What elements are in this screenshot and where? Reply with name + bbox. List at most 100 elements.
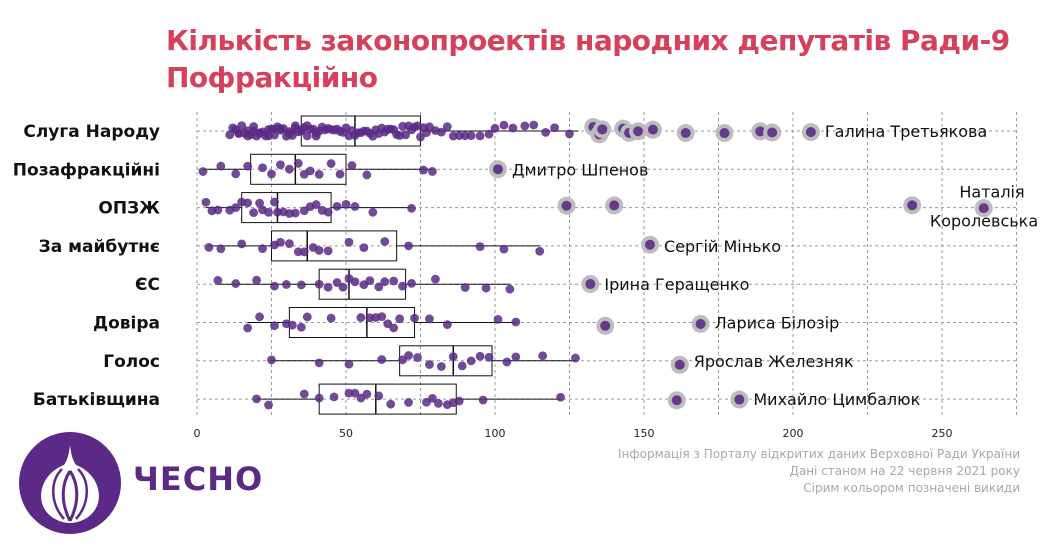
label-layer: 0 50 100 150 200 250 Слуга Народу Галина Третья… [13,122,1038,440]
data-point [466,131,476,141]
outlier-annotation: Ірина Геращенко [604,275,749,294]
data-point [344,359,354,369]
data-point [413,353,422,362]
category-label: Слуга Народу [23,122,160,142]
data-point [231,279,241,288]
data-point [350,388,360,398]
data-point [252,394,261,404]
data-point [377,355,387,364]
data-point [433,398,443,408]
category-label: ОПЗЖ [98,199,160,219]
category-label: За майбутнє [39,237,160,257]
outlier-annotation: Дмитро Шпенов [512,160,648,179]
data-point [225,130,235,140]
data-point [484,352,494,362]
data-point [231,203,241,212]
data-point [428,393,437,403]
data-point [326,159,336,168]
data-point [428,167,437,176]
garlic-icon [19,432,121,534]
data-point [237,121,247,131]
data-point [535,246,545,256]
caption-line-date: Дані станом на 22 червня 2021 року [789,464,1020,478]
data-point [460,283,470,292]
data-point [368,207,378,217]
data-point [296,280,306,290]
data-point [571,353,580,363]
box-iqr [241,192,332,224]
outlier-point [805,127,816,138]
data-point [249,208,259,218]
data-point [502,357,512,367]
data-point [511,317,521,327]
outlier-point [671,395,682,406]
data-point [323,282,333,292]
data-point [425,314,434,324]
data-point [252,275,261,285]
data-point [448,352,458,362]
outlier-point [609,200,620,211]
data-point [314,245,324,255]
data-point [404,351,413,360]
data-point [213,205,223,215]
data-point [541,128,551,137]
data-point [267,355,276,365]
brand-name: ЧЕСНО [133,460,264,498]
data-point [284,239,294,249]
data-point [436,362,446,371]
x-tick-label: 200 [783,427,804,440]
data-point [255,198,264,208]
data-point [326,313,336,323]
data-point [466,356,476,366]
chart-title-line-2: Пофракційно [166,61,378,94]
outlier-point [734,394,745,405]
x-tick-label: 100 [485,427,506,440]
category-label: Позафракційні [13,160,160,180]
outlier-annotation: Наталія [959,183,1024,202]
data-point [314,358,324,368]
outlier-point [585,279,596,290]
data-point [311,200,321,209]
data-point [398,281,408,291]
data-point [401,130,410,140]
data-point [287,320,297,330]
outlier-annotation: Галина Третьякова [825,122,987,141]
data-point [293,158,303,168]
data-point [341,200,351,209]
data-point [270,197,279,207]
data-point [374,282,384,292]
outlier-point [719,128,730,139]
data-point [475,351,485,361]
data-point [264,400,273,410]
x-tick-label: 250 [932,427,953,440]
data-point [258,244,267,254]
data-point [243,161,253,171]
data-point [276,237,285,247]
data-point [431,274,440,284]
data-point [213,276,223,285]
data-point [270,321,279,331]
data-point [478,395,488,405]
data-point [436,127,446,137]
data-point [538,351,548,361]
data-point [425,360,434,369]
outlier-point [695,318,706,329]
data-point [475,131,485,141]
outlier-point [755,126,766,137]
data-point [282,280,291,289]
data-point [323,207,333,217]
x-tick-label: 50 [339,427,353,440]
category-label: ЄС [135,275,160,295]
caption-line-source: Інформація з Порталу відкритих даних Вер… [617,447,1020,461]
data-point [329,392,339,402]
data-point [314,279,324,289]
data-point [410,313,419,323]
x-tick-label: 150 [634,427,655,440]
data-point [493,315,503,324]
data-point [296,322,306,332]
outlier-annotation: Сергій Мінько [664,237,781,256]
data-point [374,391,384,401]
data-point [204,242,214,252]
data-point [338,282,348,292]
source-caption: Інформація з Порталу відкритих даних Вер… [618,446,1020,497]
